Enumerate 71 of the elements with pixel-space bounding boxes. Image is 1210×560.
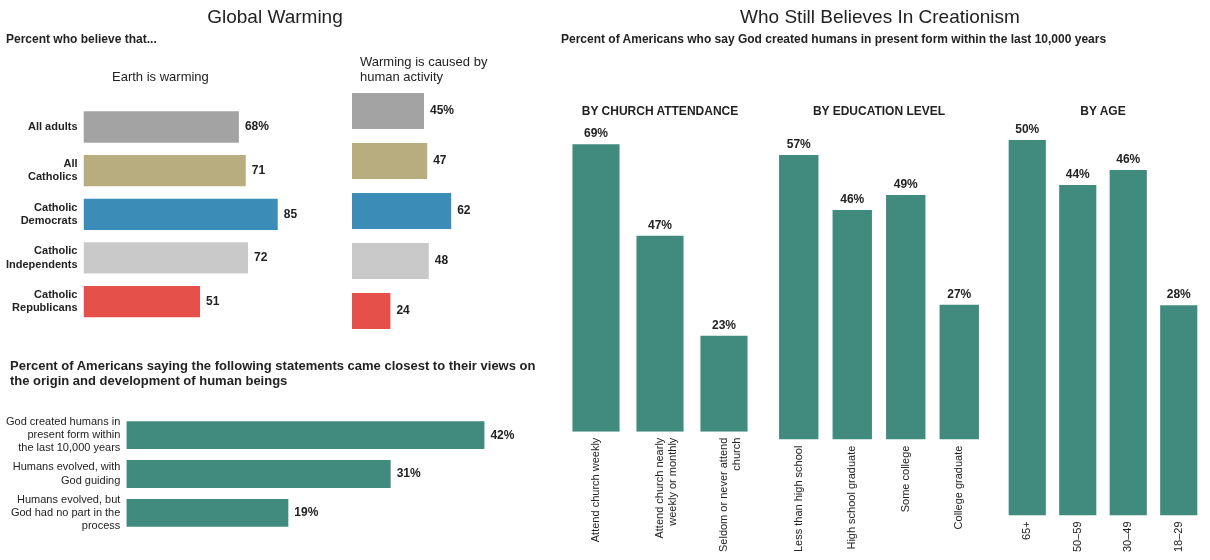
x-tick-label: Attend church weekly [589,437,602,543]
y-tick-label: Humans evolved, but God had no part in the process [10,492,121,532]
data-label: 23% [711,318,737,333]
x-tick-label: 50–59 [1070,521,1083,553]
y-tick-label: All adults [27,120,78,133]
y-tick-label: Catholic Democrats [20,200,78,226]
data-label: 72 [254,250,268,265]
bar [352,193,452,229]
data-label: 19% [294,505,319,520]
bar [939,304,979,440]
x-tick-label: College graduate [952,445,965,530]
bar [1109,170,1147,516]
x-tick-label: Less than high school [791,445,804,553]
data-label: 71 [251,162,266,177]
data-label: 27% [947,287,972,302]
text: Global Warming [206,6,344,28]
chart-title: BY AGE [1079,103,1127,120]
x-tick-label: 65+ [1020,521,1033,541]
bar [83,242,249,274]
bar [886,194,926,440]
bar [352,243,429,279]
text: Percent who believe that... [5,32,158,46]
chart-title: Percent of Americans saying the following statements came closest to their views on the origin and development of human beings [9,357,537,390]
text: Who Still Believes In Creationism [739,6,1021,28]
data-label: 31% [396,466,421,481]
data-label: 28% [1166,287,1192,302]
y-tick-label: Catholic Republicans [12,288,78,314]
chart-title: Warming is caused by human activity [359,53,489,86]
data-label: 42% [490,427,515,442]
data-label: 85 [283,206,298,221]
y-tick-label: Humans evolved, with God guiding [12,460,121,486]
bar [1059,185,1097,516]
y-tick-label: God created humans in present form within the last 10,000 years [5,415,121,454]
chart-title: BY CHURCH ATTENDANCE [580,103,740,120]
data-label: 46% [1116,152,1141,167]
x-tick-label: Seldom or never attend church [717,437,743,553]
y-tick-label: Catholic Independents [5,244,78,270]
x-tick-label: 18–29 [1171,521,1184,553]
data-label: 24 [396,303,411,318]
data-label: 51 [206,293,220,308]
data-label: 44% [1065,167,1091,182]
bar [83,285,201,318]
x-tick-label: High school graduate [845,445,858,550]
x-tick-label: Some college [898,445,911,513]
bar [83,111,239,143]
text: Percent of Americans who say God created humans in present form within the last 10,000 years [560,32,1108,46]
chart-title: BY EDUCATION LEVEL [811,103,947,120]
bar [83,198,278,230]
x-tick-label: 30–49 [1121,521,1134,553]
data-label: 45% [430,103,455,118]
bar [352,293,391,329]
bar [83,155,246,187]
bar [832,209,872,440]
data-label: 48 [434,253,449,268]
data-label: 62 [457,203,471,218]
data-label: 69% [583,126,609,141]
data-label: 68% [244,119,270,134]
data-label: 50% [1015,122,1040,137]
bar [1160,305,1198,516]
chart-title: Earth is warming [112,69,209,84]
bar [352,143,428,179]
y-tick-label: All Catholics [27,157,78,183]
data-label: 47 [433,153,447,168]
bar [1008,140,1046,516]
data-label: 49% [893,177,919,192]
data-label: 46% [840,192,865,207]
bar [779,154,819,440]
data-label: 47% [647,218,673,233]
data-label: 57% [786,137,812,152]
bar [352,93,424,129]
x-tick-label: Attend church nearly weekly or monthly [653,437,679,539]
